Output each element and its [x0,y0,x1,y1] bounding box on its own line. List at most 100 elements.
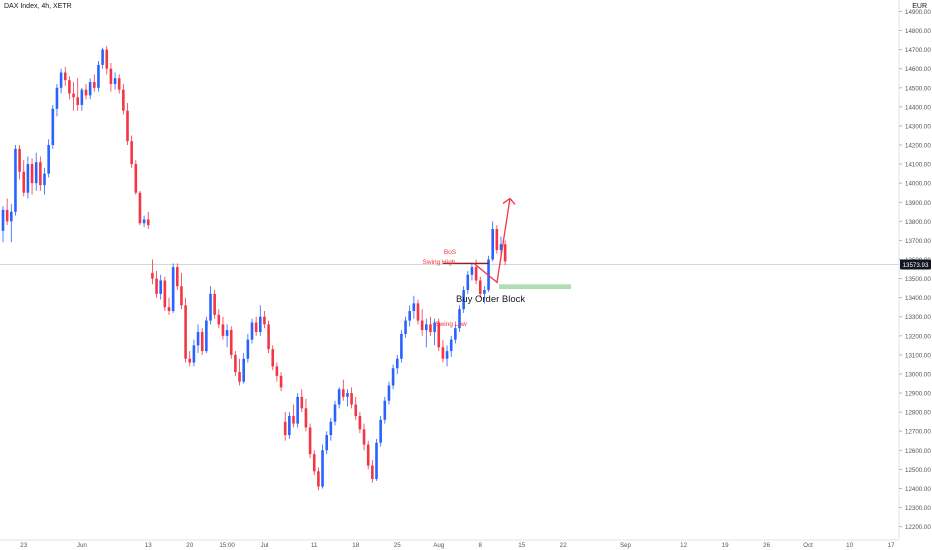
candle [404,316,407,338]
time-tick-label: 12 [680,542,687,549]
annotations: BoS Swing High Swing Low Buy Order Block [423,249,526,328]
candle-body [105,49,109,69]
candle [254,316,258,336]
time-tick-label: 17 [888,542,895,549]
candle-body [354,404,358,416]
candle-body [221,324,225,336]
candle-body [491,228,494,260]
candle [229,326,233,359]
candle [408,305,411,327]
candle [429,316,432,336]
time-tick-label: 25 [394,542,401,549]
candle-body [250,322,254,340]
swing-high-label: Swing High [423,259,456,266]
candle [263,311,266,329]
candle [395,354,399,374]
price-tick-label: 12900.00 [905,391,931,398]
candle-body [39,162,42,186]
candle-body [155,278,158,294]
candle [5,198,9,226]
candle-body [470,267,474,275]
candle [126,103,129,146]
candle-body [97,64,100,88]
candle-body [43,173,46,186]
candle [333,400,337,426]
candle-body [296,396,299,424]
candle-body [346,393,349,397]
candle [350,387,353,409]
time-tick-label: 19 [722,542,729,549]
candle-body [433,322,436,333]
candle [225,324,229,348]
candle-body [317,471,320,487]
candle [337,387,341,409]
candle-body [176,267,179,287]
candle-body [171,267,175,312]
price-tick-label: 13100.00 [905,352,931,359]
price-tick-label: 13400.00 [905,295,931,302]
candle-body [391,368,395,386]
candle [1,206,5,243]
candle-body [408,311,411,321]
price-tick-label: 12800.00 [905,410,931,417]
price-tick-label: 14400.00 [905,104,931,111]
candle [47,139,50,178]
candle-body [429,324,432,333]
price-tick-label: 13700.00 [905,238,931,245]
price-tick-label: 14800.00 [905,28,931,35]
candle-body [217,314,221,325]
price-axis[interactable]: 12200.00 12300.00 12400.00 12500.00 12600.00… [898,0,931,540]
candle-body [122,89,125,111]
price-tick-label: 14200.00 [905,143,931,150]
candle [63,66,67,86]
candle [321,444,324,489]
time-tick-label: Sep [620,542,632,549]
candle-body [458,309,461,329]
candle [358,412,362,434]
candle [88,78,92,100]
candle-body [300,396,304,409]
candle [159,274,162,300]
candle-body [358,415,362,430]
candle [130,135,133,168]
candle-body [308,427,312,455]
candle-body [59,72,63,88]
time-tick-label: 23 [20,542,27,549]
candle-body [503,244,507,262]
price-tick-label: 12500.00 [905,467,931,474]
candle [271,345,275,371]
candle-body [159,280,162,294]
candle [155,270,158,298]
candle [180,272,183,310]
candle-body [163,280,167,308]
candle [188,351,192,367]
candle [213,290,216,319]
candle [246,333,250,363]
price-tick-label: 13000.00 [905,371,931,378]
candle [449,335,453,357]
time-tick-label: 20 [186,542,193,549]
candle [296,393,299,428]
candle [292,404,295,428]
candle-body [26,164,30,193]
candle-body [454,328,457,340]
candle-body [437,322,441,348]
candle-body [109,68,113,84]
candle-body [22,171,26,193]
candle-body [474,267,478,281]
time-axis[interactable]: 23 Jun 13 20 15:00 Jul 11 18 25 Aug 8 15 22 Sep 12 19 26… [0,539,899,549]
price-tick-label: 12300.00 [905,505,931,512]
candle [238,358,241,386]
candle [10,204,13,243]
candle [242,353,245,384]
candle [437,318,441,352]
price-tick-label: 12600.00 [905,448,931,455]
last-price-value: 13573.93 [903,262,929,269]
candle [433,318,436,346]
candle-body [80,89,84,105]
candle-body [47,145,50,174]
price-tick-label: 14500.00 [905,85,931,92]
candle-body [192,345,196,363]
candle [478,276,482,298]
